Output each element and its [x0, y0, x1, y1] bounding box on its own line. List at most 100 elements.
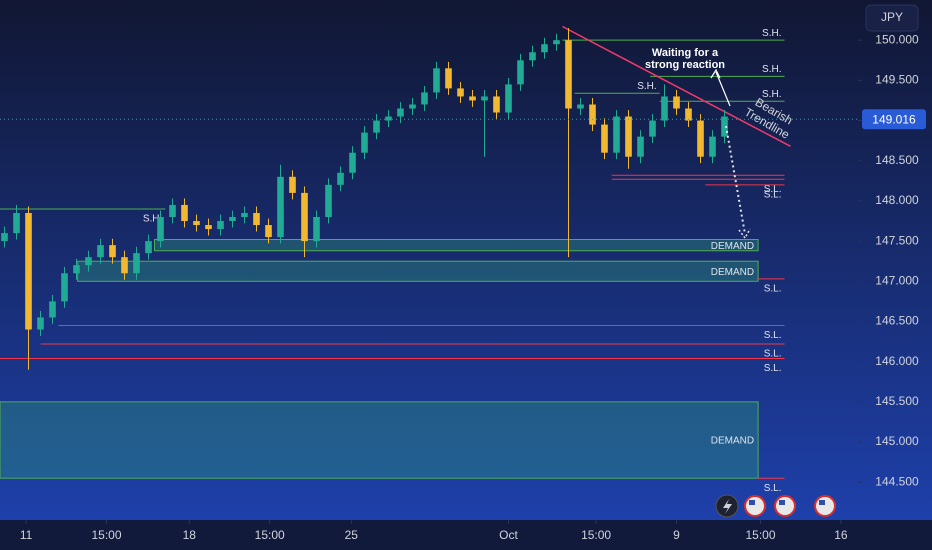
candle-body [565, 40, 572, 109]
level-label: S.L. [764, 184, 782, 195]
candle-body [169, 204, 176, 218]
level-label: S.H. [762, 64, 781, 75]
level-label: S.H. [143, 214, 162, 225]
level-label: S.L. [764, 189, 782, 200]
flag-icon[interactable] [774, 495, 796, 517]
y-tick-label: 145.000 [875, 434, 919, 448]
level-label: S.H. [762, 28, 781, 39]
candle-body [277, 176, 284, 238]
x-tick-label: Oct [499, 528, 518, 542]
y-tick-label: 150.000 [875, 32, 919, 46]
candle-body [229, 217, 236, 222]
level-label: S.H. [637, 81, 656, 92]
level-label: S.L. [764, 363, 782, 374]
demand-zone [0, 401, 759, 479]
candle-body [181, 204, 188, 222]
level-label: S.L. [764, 483, 782, 494]
candle-body [445, 68, 452, 89]
level-label: S.L. [764, 349, 782, 360]
zone-label: DEMAND [711, 436, 754, 447]
y-tick-label: 145.500 [875, 394, 919, 408]
candle-body [73, 265, 80, 274]
candle-body [265, 225, 272, 238]
candle-body [109, 245, 116, 258]
candle-body [397, 108, 404, 117]
candle-body [253, 212, 260, 226]
candle-body [205, 225, 212, 230]
candle-body [481, 96, 488, 101]
candle-body [493, 96, 500, 113]
x-tick-label: 15:00 [91, 528, 121, 542]
currency-button[interactable] [865, 4, 919, 32]
candle-body [361, 132, 368, 153]
candle-body [61, 273, 68, 302]
x-tick-label: 25 [345, 528, 359, 542]
y-tick-label: 148.500 [875, 153, 919, 167]
candle-body [517, 60, 524, 85]
zone-label: DEMAND [711, 241, 754, 252]
level-label: S.L. [764, 284, 782, 295]
x-tick-label: 9 [673, 528, 680, 542]
x-tick-label: 15:00 [581, 528, 611, 542]
candle-body [349, 152, 356, 173]
candle-body [13, 212, 20, 234]
flag-icon[interactable] [744, 495, 766, 517]
candle-body [337, 172, 344, 185]
candle-body [385, 116, 392, 121]
candle-body [289, 176, 296, 193]
currency-label: JPY [881, 10, 903, 24]
candle-body [97, 245, 104, 258]
candle-body [373, 120, 380, 133]
y-tick-label: 147.000 [875, 273, 919, 287]
level-label: S.H. [762, 89, 781, 100]
x-tick-label: 18 [183, 528, 197, 542]
candle-body [589, 104, 596, 125]
candle-body [193, 221, 200, 226]
flag-canton [819, 500, 825, 505]
candle-body [133, 253, 140, 274]
candle-body [673, 96, 680, 109]
x-tick-label: 11 [20, 528, 33, 542]
candle-body [697, 120, 704, 157]
candle-body [421, 92, 428, 105]
candle-body [217, 221, 224, 230]
zone-label: DEMAND [711, 267, 754, 278]
candle-body [49, 301, 56, 318]
candle-body [121, 257, 128, 274]
demand-zone [77, 260, 759, 282]
level-label: S.L. [764, 330, 782, 341]
projection-arrow [725, 125, 746, 235]
candle-body [649, 120, 656, 137]
candle-body [601, 124, 608, 153]
flag-canton [749, 500, 755, 505]
flag-canton [779, 500, 785, 505]
y-tick-label: 148.000 [875, 193, 919, 207]
candle-body [25, 212, 32, 330]
candle-body [637, 136, 644, 157]
annotation-arrow [715, 71, 731, 107]
flag-icon[interactable] [814, 495, 836, 517]
candle-body [325, 184, 332, 218]
candle-body [685, 108, 692, 121]
candle-body [457, 88, 464, 97]
time-axis-strip [0, 520, 932, 550]
candle-body [529, 52, 536, 61]
candle-body [505, 84, 512, 113]
candle-body [37, 317, 44, 330]
candle-body [85, 257, 92, 266]
current-price-label: 149.016 [872, 112, 916, 126]
candle-body [709, 136, 716, 157]
annotation-arrowhead [710, 68, 721, 79]
candle-body [301, 192, 308, 242]
candle-body [409, 104, 416, 109]
y-tick-label: 146.500 [875, 314, 919, 328]
candle-body [433, 68, 440, 93]
candle-body [613, 116, 620, 153]
candle-body [625, 116, 632, 157]
x-tick-label: 15:00 [745, 528, 775, 542]
y-tick-label: 144.500 [875, 474, 919, 488]
candle-body [721, 116, 728, 137]
candle-body [661, 96, 668, 121]
demand-zone [154, 239, 759, 252]
